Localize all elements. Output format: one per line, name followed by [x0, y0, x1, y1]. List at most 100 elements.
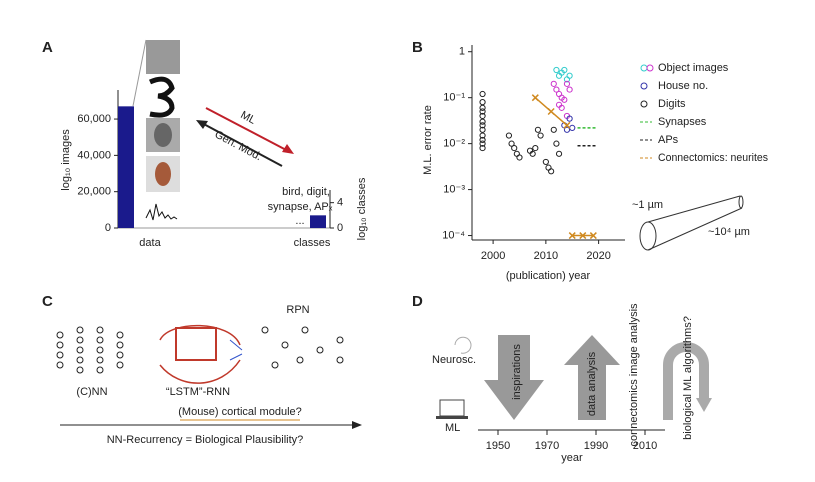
annotation: ~1 µm	[632, 199, 663, 211]
network-label: “LSTM”-RNN	[166, 386, 230, 398]
node	[56, 331, 64, 339]
bar	[310, 215, 326, 228]
arrows	[196, 107, 294, 167]
point	[548, 168, 555, 175]
point	[545, 164, 552, 171]
point	[479, 136, 486, 144]
point	[566, 72, 573, 79]
series-line	[534, 97, 594, 237]
y-tick-label: 10⁻⁴	[442, 229, 465, 241]
x-tick-label: data	[139, 237, 161, 249]
point	[555, 101, 563, 108]
point	[479, 99, 486, 106]
y2-axis-label: log₁₀ classes	[356, 177, 368, 240]
legend-label: Synapses	[658, 116, 707, 128]
network-label: RPN	[286, 304, 309, 316]
point	[479, 122, 486, 129]
point	[568, 232, 576, 240]
node	[96, 346, 104, 354]
point	[563, 80, 571, 87]
node	[76, 346, 84, 354]
legend-marker	[646, 64, 654, 72]
node	[56, 341, 64, 349]
x-tick-label: 2020	[586, 250, 610, 262]
node	[116, 361, 124, 369]
node	[261, 326, 269, 334]
point	[479, 140, 486, 147]
timeline-label: year	[561, 452, 583, 464]
y-tick-label: 20,000	[77, 186, 111, 198]
point	[479, 108, 486, 115]
y2-tick-label: 4	[337, 197, 343, 209]
panel-label: C	[42, 293, 53, 310]
row-label: Neurosc.	[432, 354, 476, 366]
y-tick-label: 10⁻³	[443, 183, 465, 195]
panel-label: A	[42, 39, 53, 56]
point	[534, 126, 542, 133]
legend-marker	[640, 64, 648, 72]
legend-marker	[640, 82, 648, 90]
y-axis-label: M.L. error rate	[422, 105, 434, 175]
point	[553, 66, 560, 74]
node	[116, 331, 124, 339]
x-tick-label: 2000	[481, 250, 505, 262]
connector	[132, 39, 147, 107]
point	[479, 132, 486, 139]
point	[479, 104, 486, 111]
point	[563, 121, 571, 129]
point	[542, 158, 549, 166]
point	[516, 154, 523, 161]
point	[479, 90, 486, 98]
point	[550, 126, 557, 133]
node	[76, 336, 84, 344]
point	[566, 86, 573, 93]
y-tick-label: 60,000	[77, 113, 111, 125]
network-label: (C)NN	[76, 386, 107, 398]
node	[116, 351, 124, 359]
timeline-tick-label: 2010	[633, 440, 657, 452]
node	[336, 336, 344, 344]
point	[547, 107, 555, 116]
node	[96, 326, 104, 334]
legend-label: Digits	[658, 98, 686, 110]
timeline-tick-label: 1950	[486, 440, 510, 452]
network-sketches	[56, 324, 344, 384]
annotation: synapse, APₓ	[268, 201, 333, 213]
legend-label: Connectomics: neurites	[658, 152, 768, 164]
annotation: ...	[295, 215, 304, 227]
point	[555, 150, 563, 157]
node	[316, 346, 324, 354]
node	[76, 366, 84, 374]
arrow-label: biological ML algorithms?	[682, 316, 694, 440]
point	[555, 90, 563, 98]
point	[532, 144, 539, 152]
image-strip	[145, 40, 180, 221]
annotation: ML	[238, 109, 257, 127]
y-tick-label: 40,000	[77, 149, 111, 161]
point	[553, 140, 560, 147]
axis-label: NN-Recurrency = Biological Plausibility?	[107, 434, 304, 446]
point	[508, 140, 515, 147]
arrow-label: data analysis	[586, 351, 598, 416]
legend-label: House no.	[658, 80, 708, 92]
point	[529, 150, 536, 157]
point	[553, 86, 560, 93]
y-tick-label: 10⁻¹	[443, 92, 465, 104]
node	[76, 326, 84, 334]
point	[561, 66, 568, 74]
panel-label: D	[412, 293, 423, 310]
legend-label: Object images	[658, 62, 729, 74]
point	[561, 96, 568, 103]
point	[511, 144, 518, 152]
y-tick-label: 0	[105, 222, 111, 234]
node	[271, 361, 279, 369]
x-axis-label: (publication) year	[506, 270, 591, 282]
point	[513, 150, 520, 157]
point	[569, 124, 576, 131]
legend-label: APs	[658, 134, 679, 146]
timeline-tick-label: 1970	[535, 440, 559, 452]
timeline-shapes	[436, 335, 712, 431]
node	[96, 366, 104, 374]
node	[281, 341, 289, 349]
